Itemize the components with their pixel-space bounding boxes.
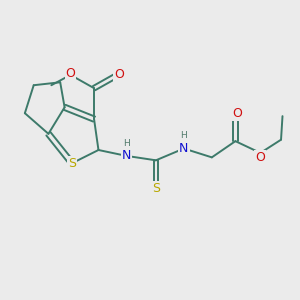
Text: O: O xyxy=(114,68,124,81)
Text: N: N xyxy=(122,149,131,162)
Text: O: O xyxy=(232,107,242,120)
Text: O: O xyxy=(256,151,266,164)
Text: H: H xyxy=(123,139,130,148)
Text: S: S xyxy=(68,157,76,170)
Text: N: N xyxy=(179,142,188,155)
Text: H: H xyxy=(181,131,187,140)
Text: S: S xyxy=(152,182,160,195)
Text: O: O xyxy=(66,67,75,80)
